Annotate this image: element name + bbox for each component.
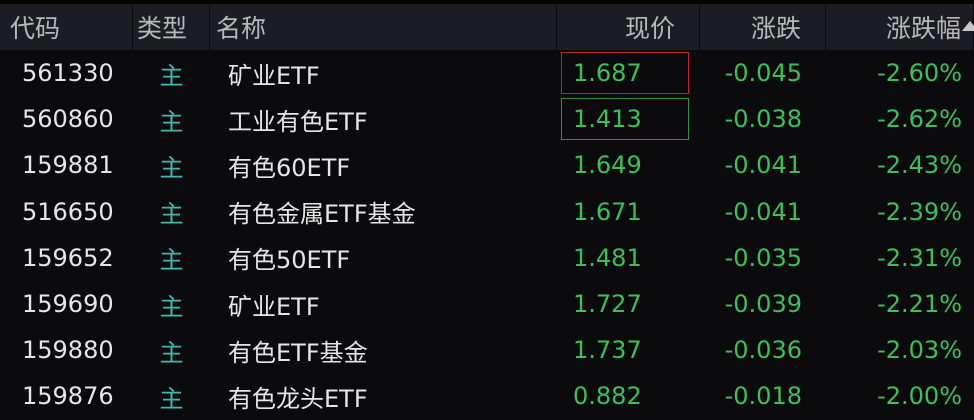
top-bar xyxy=(0,0,974,4)
cell-code: 159690 xyxy=(22,290,114,319)
header-type[interactable]: 类型 xyxy=(133,4,210,50)
cell-code: 159652 xyxy=(22,243,114,272)
cell-change: -0.041 xyxy=(724,151,802,180)
cell-pct: -2.03% xyxy=(877,336,962,365)
table-row[interactable]: 560860 主 工业有色ETF 1.413 -0.038 -2.62% xyxy=(0,96,974,142)
header-pct[interactable]: 涨跌幅 xyxy=(826,4,974,50)
header-name[interactable]: 名称 xyxy=(210,4,557,50)
cell-type: 主 xyxy=(159,292,184,321)
cell-price: 1.737 xyxy=(573,336,642,365)
cell-pct: -2.62% xyxy=(877,105,962,134)
table-row[interactable]: 159881 主 有色60ETF 1.649 -0.041 -2.43% xyxy=(0,142,974,188)
cell-price: 0.882 xyxy=(573,382,642,411)
cell-pct: -2.21% xyxy=(877,290,962,319)
table-row[interactable]: 561330 主 矿业ETF 1.687 -0.045 -2.60% xyxy=(0,50,974,96)
cell-name: 有色50ETF xyxy=(228,246,351,275)
cell-code: 561330 xyxy=(22,59,114,88)
cell-name: 矿业ETF xyxy=(228,61,320,90)
cell-type: 主 xyxy=(159,61,184,90)
cell-type: 主 xyxy=(159,246,184,275)
cell-name: 有色金属ETF基金 xyxy=(228,200,416,229)
cell-change: -0.038 xyxy=(724,105,802,134)
cell-name: 工业有色ETF xyxy=(228,107,368,136)
cell-price: 1.649 xyxy=(573,151,642,180)
cell-code: 159880 xyxy=(22,336,114,365)
cell-price: 1.671 xyxy=(573,197,642,226)
header-price[interactable]: 现价 xyxy=(557,4,700,50)
cell-code: 159876 xyxy=(22,382,114,411)
cell-name: 有色60ETF xyxy=(228,153,351,182)
cell-code: 159881 xyxy=(22,151,114,180)
sort-ascending-icon[interactable] xyxy=(962,21,974,31)
cell-change: -0.018 xyxy=(724,382,802,411)
cell-pct: -2.00% xyxy=(877,382,962,411)
cell-pct: -2.39% xyxy=(877,197,962,226)
cell-type: 主 xyxy=(159,153,184,182)
cell-type: 主 xyxy=(159,384,184,413)
cell-price: 1.687 xyxy=(557,50,700,96)
cell-price: 1.481 xyxy=(573,243,642,272)
header-change[interactable]: 涨跌 xyxy=(700,4,826,50)
cell-change: -0.045 xyxy=(724,59,802,88)
cell-change: -0.035 xyxy=(724,243,802,272)
cell-price: 1.727 xyxy=(573,290,642,319)
cell-pct: -2.31% xyxy=(877,243,962,272)
table-row[interactable]: 159880 主 有色ETF基金 1.737 -0.036 -2.03% xyxy=(0,327,974,373)
table-row[interactable]: 516650 主 有色金属ETF基金 1.671 -0.041 -2.39% xyxy=(0,189,974,235)
table-row[interactable]: 159652 主 有色50ETF 1.481 -0.035 -2.31% xyxy=(0,235,974,281)
cell-name: 有色龙头ETF xyxy=(228,384,368,413)
table-header: 代码 类型 名称 现价 涨跌 涨跌幅 xyxy=(0,4,974,50)
cell-change: -0.039 xyxy=(724,290,802,319)
cell-code: 516650 xyxy=(22,197,114,226)
cell-type: 主 xyxy=(159,107,184,136)
cell-price: 1.413 xyxy=(557,96,700,142)
table-row[interactable]: 159690 主 矿业ETF 1.727 -0.039 -2.21% xyxy=(0,281,974,327)
cell-name: 矿业ETF xyxy=(228,292,320,321)
header-code[interactable]: 代码 xyxy=(0,4,133,50)
table-body: 561330 主 矿业ETF 1.687 -0.045 -2.60% 560860… xyxy=(0,50,974,420)
cell-change: -0.036 xyxy=(724,336,802,365)
cell-type: 主 xyxy=(159,338,184,367)
cell-pct: -2.43% xyxy=(877,151,962,180)
cell-type: 主 xyxy=(159,200,184,229)
cell-change: -0.041 xyxy=(724,197,802,226)
cell-code: 560860 xyxy=(22,105,114,134)
table-row[interactable]: 159876 主 有色龙头ETF 0.882 -0.018 -2.00% xyxy=(0,373,974,419)
cell-pct: -2.60% xyxy=(877,59,962,88)
cell-name: 有色ETF基金 xyxy=(228,338,368,367)
